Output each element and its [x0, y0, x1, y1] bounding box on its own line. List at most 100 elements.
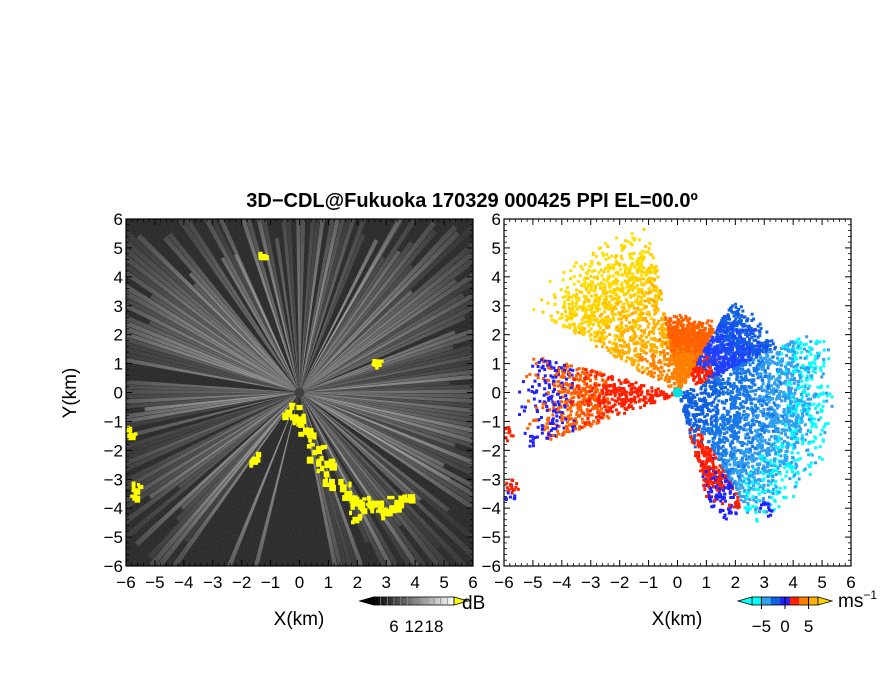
velocity-cell — [734, 306, 738, 310]
velocity-cell — [793, 354, 797, 358]
velocity-cell — [609, 346, 613, 350]
velocity-cell — [598, 326, 602, 330]
velocity-cell — [816, 385, 820, 389]
velocity-cell — [698, 350, 702, 354]
velocity-cell — [769, 435, 773, 439]
velocity-cell — [750, 458, 754, 462]
velocity-cell — [681, 326, 685, 330]
velocity-cell — [651, 288, 655, 292]
velocity-cell — [733, 404, 737, 408]
reflectivity-y-label: Y(km) — [60, 368, 81, 419]
velocity-cell — [823, 431, 827, 435]
velocity-cell — [771, 487, 775, 491]
x-tick-label: 3 — [382, 573, 391, 592]
velocity-cell — [730, 340, 734, 344]
velocity-cell — [642, 344, 646, 348]
velocity-cell — [747, 455, 751, 459]
velocity-cell — [628, 306, 632, 310]
velocity-cell — [729, 397, 733, 401]
velocity-cell — [660, 316, 664, 320]
velocity-cell — [588, 265, 592, 269]
velocity-cell — [610, 298, 614, 302]
velocity-cell — [726, 342, 730, 346]
velocity-cell — [772, 392, 776, 396]
velocity-cell — [676, 318, 680, 322]
velocity-cell — [624, 298, 628, 302]
velocity-cell — [799, 427, 803, 431]
reflectivity-beam — [299, 392, 473, 477]
velocity-cell — [596, 299, 600, 303]
velocity-cell — [774, 451, 778, 455]
velocity-cell — [621, 288, 625, 292]
velocity-cell — [774, 446, 778, 450]
velocity-cell — [728, 331, 732, 335]
velocity-cell — [689, 342, 693, 346]
velocity-cell — [686, 391, 690, 395]
velocity-cell — [649, 364, 653, 368]
velocity-cell — [682, 379, 686, 383]
velocity-cell — [603, 267, 607, 271]
velocity-cell — [711, 431, 715, 435]
velocity-cell — [599, 285, 603, 289]
velocity-cell — [757, 386, 761, 390]
velocity-cell — [658, 331, 662, 335]
velocity-cell — [702, 339, 706, 343]
velocity-cell — [611, 316, 615, 320]
velocity-cell — [760, 422, 764, 426]
velocity-cell — [672, 331, 676, 335]
velocity-cell — [803, 467, 807, 471]
velocity-cell — [652, 318, 656, 322]
velocity-cell — [799, 366, 803, 370]
reflectivity-beam — [299, 256, 386, 393]
velocity-cell — [701, 345, 705, 349]
velocity-cell — [707, 359, 711, 363]
velocity-cell — [694, 419, 698, 423]
velocity-cell — [565, 318, 569, 322]
velocity-cell — [640, 308, 644, 312]
flagged-echo-cell — [383, 507, 388, 512]
reflectivity-beam — [147, 392, 300, 560]
velocity-cell — [798, 415, 802, 419]
velocity-cell — [783, 365, 787, 369]
velocity-cell — [654, 338, 658, 342]
velocity-cell — [682, 341, 686, 345]
velocity-cell — [751, 504, 755, 508]
velocity-cell — [708, 365, 712, 369]
velocity-cell — [699, 359, 703, 363]
reflectivity-beam — [299, 292, 473, 393]
velocity-cell — [729, 348, 733, 352]
velocity-cell — [732, 339, 736, 343]
velocity-cell — [759, 372, 763, 376]
velocity-cell — [625, 274, 629, 278]
flagged-echo-cell — [351, 520, 355, 525]
velocity-cell — [744, 358, 748, 362]
velocity-cell — [702, 336, 706, 340]
velocity-cell — [693, 320, 697, 324]
velocity-cell — [675, 375, 679, 379]
velocity-cell — [647, 246, 651, 250]
velocity-cell — [695, 337, 699, 341]
velocity-cell — [587, 290, 591, 294]
reflectivity-beam — [299, 392, 456, 448]
velocity-cell — [790, 348, 794, 352]
velocity-cell — [728, 420, 732, 424]
velocity-cell — [738, 329, 742, 333]
velocity-cell — [693, 395, 697, 399]
velocity-cell — [636, 354, 640, 358]
velocity-cell — [795, 415, 799, 419]
velocity-cell — [632, 279, 636, 283]
velocity-cell — [718, 357, 722, 361]
velocity-cell — [560, 316, 564, 320]
velocity-cell — [567, 302, 571, 306]
velocity-cell — [604, 317, 608, 321]
reflectivity-beam — [299, 392, 473, 428]
velocity-cell — [633, 325, 637, 329]
velocity-cell — [648, 313, 652, 317]
velocity-cell — [651, 348, 655, 352]
velocity-cell — [758, 442, 762, 446]
velocity-cell — [751, 438, 755, 442]
velocity-cell — [690, 360, 694, 364]
flagged-echo-cell — [259, 251, 263, 257]
flagged-echo-cell — [362, 497, 367, 501]
